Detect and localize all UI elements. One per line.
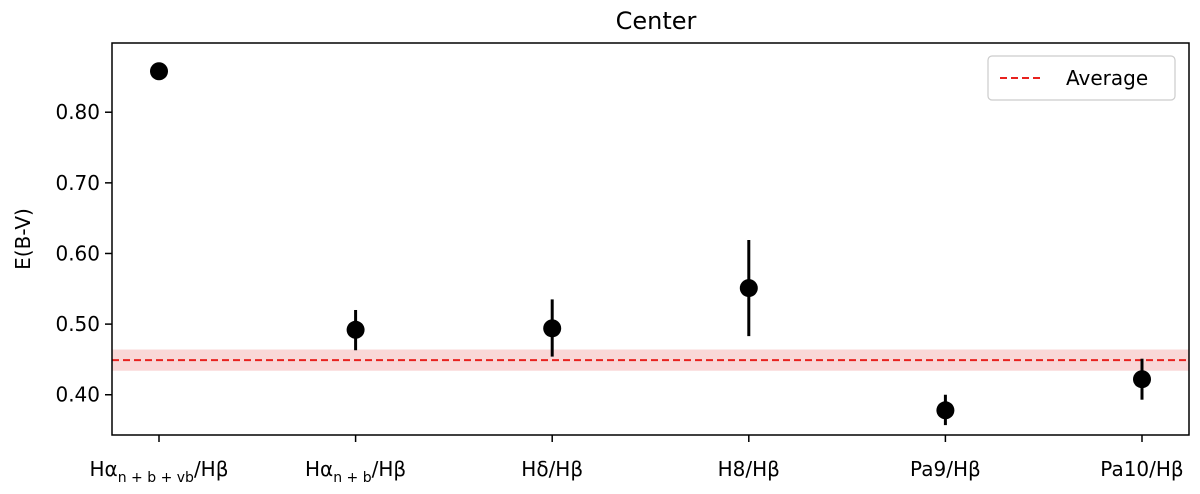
legend: Average <box>987 55 1176 101</box>
data-point <box>346 320 365 339</box>
y-tick-label: 0.60 <box>55 241 100 265</box>
y-tick-label: 0.50 <box>55 312 100 336</box>
axes-frame <box>111 42 1190 436</box>
y-tick-label: 0.80 <box>55 100 100 124</box>
legend-label: Average <box>1066 66 1148 90</box>
x-tick-label: Hδ/Hβ <box>521 457 583 481</box>
legend-box <box>987 55 1176 101</box>
x-tick-label: Pa10/Hβ <box>1100 457 1183 481</box>
data-point <box>543 319 562 338</box>
y-tick-label: 0.40 <box>55 383 100 407</box>
y-tick-label: 0.70 <box>55 171 100 195</box>
x-tick-label: Hαn + b + vb/Hβ <box>90 457 229 486</box>
y-axis-label: E(B-V) <box>11 208 35 270</box>
plot-area: 0.40 0.50 0.60 0.70 0.80 Hαn + b + vb/Hβ Hαn +… <box>55 42 1190 486</box>
chart-title: Center <box>616 7 697 35</box>
x-tick-label: Hαn + b/Hβ <box>305 457 406 486</box>
x-tick-label: Pa9/Hβ <box>910 457 981 481</box>
data-point <box>739 279 758 298</box>
data-point <box>150 62 168 81</box>
data-point <box>936 401 955 420</box>
x-tick-label: H8/Hβ <box>718 457 780 481</box>
average-band <box>112 349 1189 371</box>
data-point <box>1133 370 1151 389</box>
